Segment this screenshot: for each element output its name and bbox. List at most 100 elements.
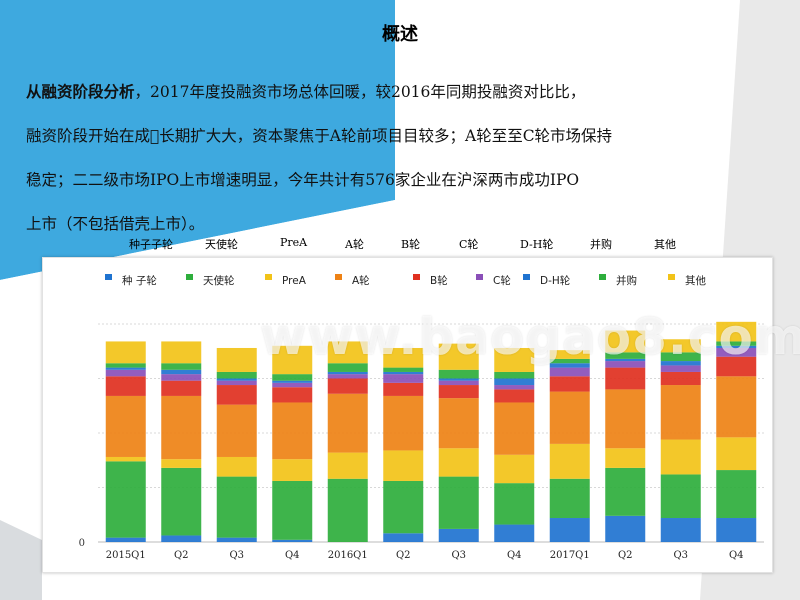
bar-segment bbox=[105, 376, 146, 396]
x-tick-label: Q2 bbox=[396, 550, 411, 561]
bar-segment bbox=[161, 369, 202, 375]
bar-segment bbox=[605, 361, 646, 368]
bar-segment bbox=[161, 459, 202, 468]
bar-segment bbox=[327, 363, 368, 372]
legend-label: C轮 bbox=[493, 274, 511, 287]
bar-segment bbox=[105, 369, 146, 377]
bar-segment bbox=[327, 371, 368, 375]
x-tick-label: Q4 bbox=[507, 550, 522, 561]
legend-swatch bbox=[668, 274, 675, 280]
bar-segment bbox=[438, 398, 479, 449]
bar-segment bbox=[161, 467, 202, 536]
bar-segment bbox=[605, 330, 646, 353]
legend-swatch bbox=[105, 274, 112, 280]
top-label: C轮 bbox=[459, 238, 479, 251]
bar-segment bbox=[716, 437, 757, 471]
legend-label: 天使轮 bbox=[203, 274, 235, 287]
bar-segment bbox=[549, 391, 590, 444]
bar-segment bbox=[327, 378, 368, 394]
top-label: A轮 bbox=[345, 238, 364, 251]
bar-segment bbox=[605, 389, 646, 449]
bar-segment bbox=[660, 361, 701, 366]
legend-label: PreA bbox=[282, 275, 307, 287]
bar-segment bbox=[716, 356, 757, 377]
top-label: 其他 bbox=[654, 238, 676, 251]
bar-segment bbox=[494, 389, 535, 403]
bar-segment bbox=[716, 321, 757, 342]
bar-segment bbox=[549, 518, 590, 542]
bar-segment bbox=[272, 539, 313, 542]
bar-segment bbox=[216, 371, 257, 379]
top-label: D-H轮 bbox=[520, 238, 554, 251]
bar-segment bbox=[438, 476, 479, 529]
x-tick-label: Q3 bbox=[451, 550, 466, 561]
page-title: 概述 bbox=[382, 24, 418, 45]
bar-segment bbox=[216, 476, 257, 538]
bar-segment bbox=[327, 393, 368, 453]
top-label: 并购 bbox=[590, 238, 612, 251]
bar-segment bbox=[161, 380, 202, 396]
legend-swatch bbox=[413, 274, 420, 280]
legend-swatch bbox=[476, 274, 483, 280]
bar-segment bbox=[272, 374, 313, 381]
bar-segment bbox=[605, 367, 646, 390]
bar-segment bbox=[272, 345, 313, 375]
bar-segment bbox=[549, 376, 590, 392]
bar-segment bbox=[216, 456, 257, 477]
bar-segment bbox=[716, 341, 757, 346]
bar-segment bbox=[438, 528, 479, 542]
bar-segment bbox=[383, 395, 424, 451]
bar-segment bbox=[272, 402, 313, 460]
y-tick-label: 0 bbox=[79, 538, 85, 549]
bar-segment bbox=[716, 376, 757, 438]
bar-segment bbox=[383, 382, 424, 396]
x-tick-label: 2016Q1 bbox=[328, 550, 368, 561]
bar-segment bbox=[549, 367, 590, 377]
legend-label: A轮 bbox=[352, 274, 370, 287]
bar-segment bbox=[549, 478, 590, 519]
bar-segment bbox=[549, 350, 590, 359]
bar-segment bbox=[660, 371, 701, 386]
bar-segment bbox=[716, 345, 757, 348]
paragraph-lead: 从融资阶段分析 bbox=[26, 83, 135, 101]
bar-segment bbox=[605, 448, 646, 468]
bar-segment bbox=[216, 385, 257, 405]
summary-paragraph: 从融资阶段分析，2017年度投融资市场总体回暖，较2016年同期投融资对比比， … bbox=[26, 70, 771, 246]
bar-segment bbox=[383, 533, 424, 542]
bar-segment bbox=[105, 367, 146, 370]
top-label: B轮 bbox=[401, 238, 421, 251]
bar-segment bbox=[327, 452, 368, 479]
x-tick-label: Q2 bbox=[174, 550, 189, 561]
bar-segment bbox=[660, 385, 701, 440]
bar-segment bbox=[660, 352, 701, 362]
bar-segment bbox=[383, 347, 424, 368]
bar-segment bbox=[494, 402, 535, 455]
bar-segment bbox=[327, 478, 368, 542]
legend-label: 其他 bbox=[685, 274, 706, 287]
bar-segment bbox=[272, 387, 313, 403]
bar-segment bbox=[605, 358, 646, 362]
bar-segment bbox=[660, 474, 701, 519]
bar-segment bbox=[549, 443, 590, 479]
bar-segment bbox=[105, 461, 146, 538]
bar-segment bbox=[716, 347, 757, 357]
bar-segment bbox=[161, 363, 202, 370]
bar-segment bbox=[105, 363, 146, 368]
bar-segment bbox=[272, 480, 313, 540]
x-tick-label: 2017Q1 bbox=[550, 550, 590, 561]
legend-label: 并购 bbox=[616, 274, 637, 287]
bar-segment bbox=[605, 352, 646, 359]
bar-segment bbox=[216, 537, 257, 542]
top-label: 天使轮 bbox=[205, 238, 238, 251]
paragraph-line-4: 上市（不包括借壳上市）。 bbox=[26, 215, 205, 233]
top-label: 种子子轮 bbox=[129, 238, 173, 251]
chart-canvas: 0 种 子轮 天使轮 PreA A轮 B轮 C轮 D-H轮 并购 其他 2015Q1 Q2 Q3 Q4 20… bbox=[79, 274, 764, 561]
bar-segment bbox=[660, 518, 701, 542]
bar-segment bbox=[105, 537, 146, 542]
legend-swatch bbox=[186, 274, 193, 280]
paragraph-line-3: 稳定；二二级市场IPO上市增速明显，今年共计有576家企业在沪深两市成功IPO bbox=[26, 171, 580, 189]
bar-segment bbox=[216, 378, 257, 381]
bar-segment bbox=[383, 374, 424, 383]
bar-segment bbox=[716, 518, 757, 542]
bar-segment bbox=[216, 404, 257, 457]
